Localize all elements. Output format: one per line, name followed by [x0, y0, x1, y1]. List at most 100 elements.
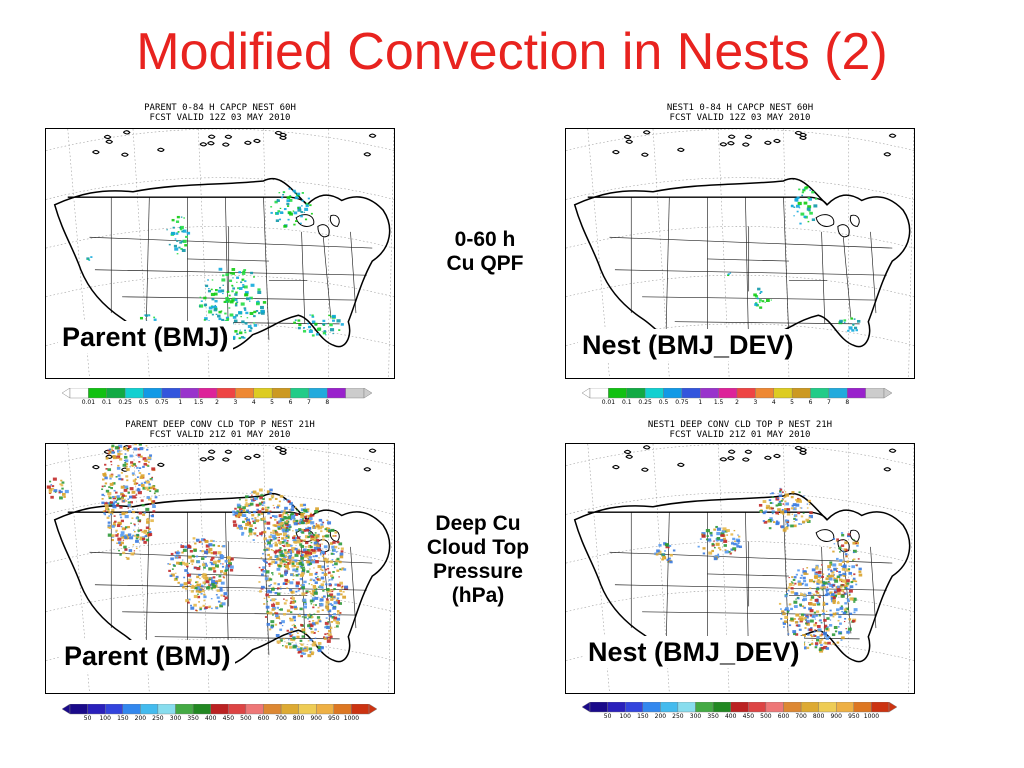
colorbar-tick-label: 1	[178, 399, 183, 406]
map-header: NEST1 DEEP CONV CLD TOP P NEST 21H FCST V…	[647, 420, 833, 440]
colorbar-swatch	[608, 388, 627, 399]
colorbar-swatch	[315, 704, 334, 715]
colorbar-swatch	[105, 704, 124, 715]
colorbar-swatch	[345, 388, 365, 399]
colorbar-tick-label: 900	[310, 715, 322, 722]
colorbar-tick-label: 0.25	[118, 399, 132, 406]
colorbar-swatch	[791, 388, 811, 399]
colorbar-tick-label: 800	[292, 715, 305, 722]
colorbar-tick-label: 600	[257, 715, 270, 722]
lake-outline	[295, 214, 315, 227]
colorbar-tick-label: 0.5	[138, 399, 149, 406]
colorbar-swatch	[835, 702, 854, 713]
colorbar-swatch	[180, 388, 199, 399]
colorbar-labels: 50 100 150 200 250 300 350 400 450 500 600 700 800 90…	[62, 715, 377, 725]
colorbar-qpf-nest: 0.01 0.1 0.25 0.5 0.75 1 1.5 2 3 4 5 6 7 8	[582, 388, 892, 414]
colorbar-swatch	[712, 702, 731, 713]
colorbar-right-cap	[363, 388, 372, 399]
colorbar-tick-label: 100	[619, 713, 631, 720]
colorbar-swatches	[582, 388, 892, 399]
islands	[612, 130, 897, 157]
islands	[92, 130, 377, 157]
colorbar-swatch	[663, 388, 683, 399]
colorbar-swatch	[677, 702, 696, 713]
colorbar-swatch	[69, 388, 89, 399]
colorbar-tick-label: 600	[777, 713, 790, 720]
colorbar-swatch	[298, 704, 317, 715]
colorbar-swatch	[818, 702, 837, 713]
colorbar-swatch	[828, 388, 848, 399]
colorbar-tick-label: 5	[790, 399, 795, 406]
weather-field	[654, 487, 863, 653]
colorbar-swatch	[351, 704, 370, 715]
colorbar-swatch	[871, 702, 890, 713]
colorbar-swatch	[333, 704, 352, 715]
colorbar-tick-label: 450	[222, 715, 235, 722]
colorbar-labels: 0.01 0.1 0.25 0.5 0.75 1 1.5 2 3 4 5 6 7 8	[582, 399, 892, 409]
colorbar-swatch	[263, 704, 282, 715]
colorbar-swatch	[216, 388, 236, 399]
colorbar-tick-label: 2	[215, 399, 219, 406]
colorbar-tick-label: 4	[771, 399, 776, 406]
colorbar-swatches	[62, 388, 372, 399]
colorbar-swatch	[124, 388, 144, 399]
colorbar-labels: 0.01 0.1 0.25 0.5 0.75 1 1.5 2 3 4 5 6 7 8	[62, 399, 372, 409]
lake-outline	[837, 224, 850, 238]
colorbar-tick-label: 350	[707, 713, 719, 720]
colorbar-cloudtop-nest: 50 100 150 200 250 300 350 400 450 500 600 700 800 90…	[582, 702, 897, 728]
colorbar-tick-label: 400	[724, 713, 737, 720]
colorbar-swatch	[308, 388, 328, 399]
colorbar-swatch	[327, 388, 346, 399]
colorbar-swatch	[143, 388, 163, 399]
colorbar-swatch	[280, 704, 299, 715]
lake-outline	[329, 214, 340, 227]
country-border	[67, 511, 308, 521]
colorbar-tick-label: 700	[275, 715, 287, 722]
colorbar-swatch	[88, 388, 107, 399]
coastline	[573, 177, 911, 352]
colorbar-swatch	[642, 702, 661, 713]
colorbar-swatch	[660, 702, 679, 713]
map-header: PARENT 0-84 H CAPCP NEST 60H FCST VALID 1…	[144, 103, 296, 123]
colorbar-tick-label: 5	[270, 399, 275, 406]
colorbar-swatch	[625, 702, 644, 713]
weather-field	[46, 444, 349, 658]
colorbar-tick-label: 900	[830, 713, 842, 720]
colorbar-swatch	[700, 388, 719, 399]
colorbar-tick-label: 1000	[343, 715, 360, 722]
lake-outline	[849, 529, 860, 542]
map-header: NEST1 0-84 H CAPCP NEST 60H FCST VALID 12…	[666, 103, 814, 123]
panel-label: Parent (BMJ)	[58, 321, 233, 353]
colorbar-swatch	[736, 388, 756, 399]
colorbar-swatch	[106, 388, 126, 399]
colorbar-swatch	[122, 704, 141, 715]
colorbar-tick-label: 8	[325, 399, 330, 406]
colorbar-tick-label: 700	[795, 713, 807, 720]
lake-outline	[849, 214, 860, 227]
colorbar-tick-label: 50	[83, 715, 92, 722]
colorbar-tick-label: 1.5	[193, 399, 204, 406]
colorbar-right-cap	[888, 702, 897, 713]
colorbar-tick-label: 950	[848, 713, 860, 720]
colorbar-cloudtop-parent: 50 100 150 200 250 300 350 400 450 500 600 700 800 90…	[62, 704, 377, 730]
colorbar-tick-label: 250	[672, 713, 684, 720]
colorbar-swatch	[695, 702, 714, 713]
colorbar-swatch	[607, 702, 626, 713]
side-label-cloud-top: Deep Cu Cloud Top Pressure (hPa)	[426, 512, 530, 607]
colorbar-tick-label: 300	[169, 715, 182, 722]
colorbar-swatches	[582, 702, 897, 713]
colorbar-labels: 50 100 150 200 250 300 350 400 450 500 600 700 800 90…	[582, 713, 897, 723]
colorbar-tick-label: 350	[187, 715, 199, 722]
state-borders	[609, 197, 893, 351]
colorbar-swatch	[865, 388, 885, 399]
colorbar-tick-label: 400	[204, 715, 217, 722]
colorbar-tick-label: 6	[288, 399, 293, 406]
islands	[612, 445, 897, 472]
colorbar-swatches	[62, 704, 377, 715]
panel-label: Parent (BMJ)	[60, 640, 235, 672]
colorbar-tick-label: 0.25	[638, 399, 652, 406]
lake-outline	[815, 529, 835, 542]
colorbar-swatch	[87, 704, 106, 715]
colorbar-tick-label: 0.75	[675, 399, 689, 406]
colorbar-tick-label: 0.75	[155, 399, 169, 406]
